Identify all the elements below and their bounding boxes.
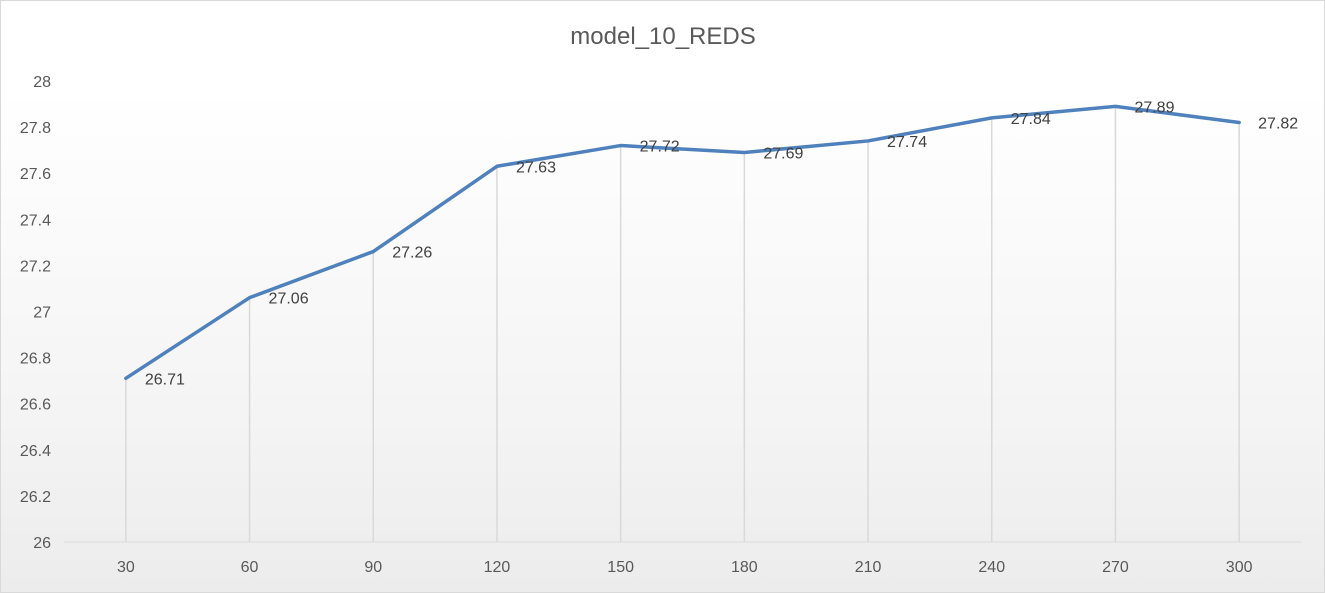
y-tick-label: 27.8 xyxy=(20,120,51,137)
series-line xyxy=(124,104,1241,381)
x-tick-label: 300 xyxy=(1226,559,1253,576)
y-tick-label: 27.4 xyxy=(20,212,51,229)
data-label: 27.82 xyxy=(1258,115,1298,132)
data-label: 27.06 xyxy=(269,291,309,308)
data-label: 26.71 xyxy=(145,371,185,388)
y-tick-label: 28 xyxy=(33,74,51,91)
x-tick-label: 60 xyxy=(241,559,259,576)
x-tick-label: 210 xyxy=(855,559,882,576)
drop-lines xyxy=(125,106,1240,542)
y-axis: 26 26.2 26.4 26.6 26.8 27 27.2 27.4 27.6 27.8 28 xyxy=(20,74,51,552)
y-tick-label: 26.8 xyxy=(20,351,51,368)
data-label: 27.69 xyxy=(763,145,803,162)
y-tick-label: 26.4 xyxy=(20,443,51,460)
data-label: 27.84 xyxy=(1011,111,1051,128)
x-tick-label: 150 xyxy=(607,559,634,576)
x-tick-label: 240 xyxy=(978,559,1005,576)
y-tick-label: 26.2 xyxy=(20,489,51,506)
x-tick-label: 30 xyxy=(117,559,135,576)
chart-title: model_10_REDS xyxy=(570,23,755,50)
y-tick-label: 27.2 xyxy=(20,258,51,275)
y-tick-label: 26 xyxy=(33,535,51,552)
series-line-group xyxy=(124,104,1241,381)
x-tick-label: 120 xyxy=(484,559,511,576)
y-tick-label: 27 xyxy=(33,305,51,322)
data-label: 27.74 xyxy=(887,134,927,151)
y-tick-label: 26.6 xyxy=(20,397,51,414)
data-label: 27.63 xyxy=(516,159,556,176)
x-tick-label: 180 xyxy=(731,559,758,576)
x-tick-label: 270 xyxy=(1102,559,1129,576)
data-label: 27.72 xyxy=(640,139,680,156)
data-label: 27.89 xyxy=(1134,99,1174,116)
x-tick-label: 90 xyxy=(364,559,382,576)
data-labels: 26.71 27.06 27.26 27.63 27.72 27.69 27.74 27.84… xyxy=(145,99,1298,388)
y-tick-label: 27.6 xyxy=(20,166,51,183)
x-axis: 30 60 90 120 150 180 210 240 270 300 xyxy=(117,559,1253,576)
data-label: 27.26 xyxy=(392,245,432,262)
